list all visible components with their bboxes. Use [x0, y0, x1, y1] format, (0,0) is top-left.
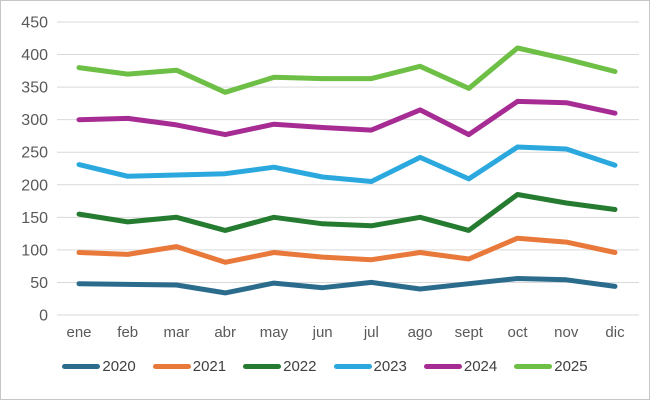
series-line-2020	[76, 276, 618, 296]
x-tick-label-may: may	[260, 324, 289, 341]
y-tick-label: 50	[30, 275, 48, 292]
legend-label-2024: 2024	[463, 358, 498, 375]
legend-item-2024: 2024	[423, 358, 498, 375]
legend-label-2022: 2022	[283, 358, 317, 375]
x-axis-tick-labels: ene feb mar abr may jun jul ago sept oct nov dic	[66, 324, 625, 341]
x-tick-label-feb: feb	[117, 324, 138, 341]
legend-swatch-2021	[152, 364, 191, 369]
y-tick-label: 100	[21, 242, 48, 259]
series-line-2022	[76, 192, 618, 233]
legend-label-2023: 2023	[373, 358, 407, 375]
series-line-2025	[76, 45, 618, 95]
legend-swatch-2023	[333, 364, 372, 369]
y-axis-tick-labels: 0 50 100 150 200 250 300 350 400 450	[21, 15, 48, 325]
chart-legend: 2020 2021 2022 2023 2024 2025	[1, 359, 649, 374]
legend-label-2025: 2025	[554, 358, 588, 375]
y-tick-label: 0	[39, 308, 48, 325]
y-tick-label: 250	[21, 145, 48, 162]
y-tick-label: 350	[21, 80, 48, 97]
x-tick-label-jun: jun	[312, 324, 333, 341]
x-tick-label-mar: mar	[164, 324, 190, 341]
y-tick-label: 400	[21, 47, 48, 64]
y-tick-label: 450	[21, 15, 48, 32]
chart-svg: 0 50 100 150 200 250 300 350 400 450 ene feb mar abr m…	[21, 15, 639, 341]
legend-swatch-2024	[423, 364, 462, 369]
series-line-2024	[76, 98, 618, 138]
series-line-2023	[76, 144, 618, 184]
x-tick-label-nov: nov	[554, 324, 579, 341]
y-tick-label: 150	[21, 210, 48, 227]
gridlines	[57, 21, 639, 316]
legend-item-2023: 2023	[333, 358, 407, 375]
x-tick-label-jul: jul	[363, 324, 379, 341]
x-tick-label-ene: ene	[66, 324, 91, 341]
y-tick-label: 200	[21, 177, 48, 194]
legend-label-2021: 2021	[192, 358, 227, 375]
legend-swatch-2020	[62, 364, 101, 369]
legend-item-2021: 2021	[152, 358, 227, 375]
x-tick-label-ago: ago	[408, 324, 433, 341]
x-tick-label-oct: oct	[508, 324, 529, 341]
x-tick-label-abr: abr	[214, 324, 236, 341]
legend-item-2022: 2022	[243, 358, 317, 375]
legend-label-2020: 2020	[102, 358, 136, 375]
x-tick-label-sept: sept	[455, 324, 484, 341]
legend-item-2025: 2025	[514, 358, 588, 375]
legend-swatch-2025	[514, 364, 553, 369]
legend-swatch-2022	[243, 364, 282, 369]
x-tick-label-dic: dic	[605, 324, 625, 341]
series-line-2021	[76, 235, 618, 265]
y-tick-label: 300	[21, 112, 48, 129]
legend-item-2020: 2020	[62, 358, 136, 375]
